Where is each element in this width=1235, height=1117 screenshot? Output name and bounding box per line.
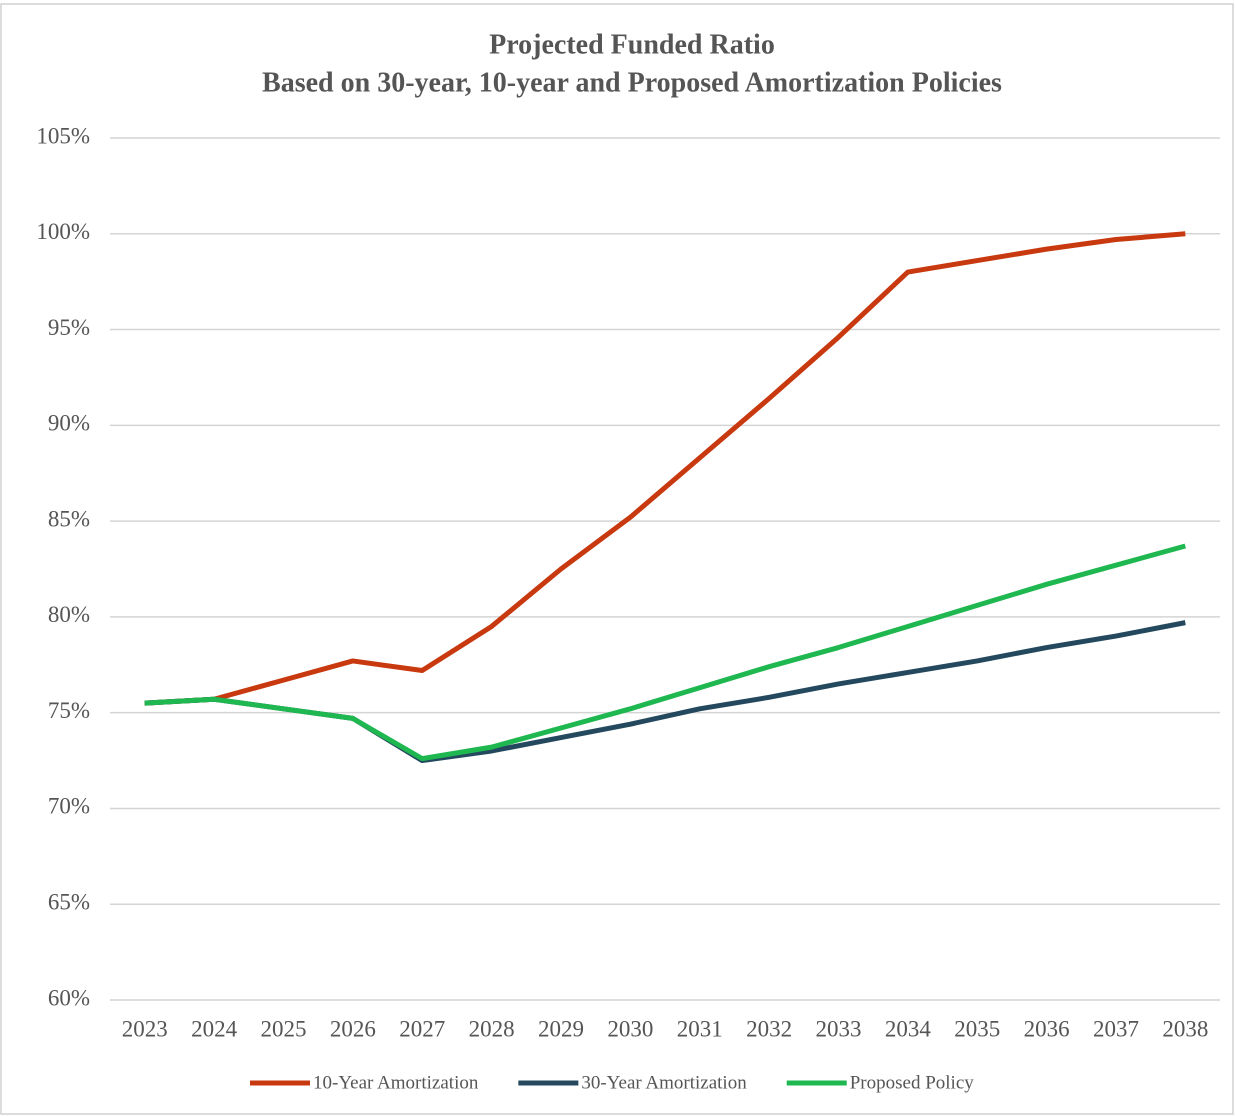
- x-tick-label: 2034: [885, 1016, 932, 1041]
- y-tick-label: 100%: [36, 219, 90, 244]
- x-tick-label: 2025: [260, 1016, 306, 1041]
- x-tick-label: 2026: [330, 1016, 376, 1041]
- x-tick-label: 2035: [954, 1016, 1000, 1041]
- x-tick-label: 2024: [191, 1016, 238, 1041]
- chart-frame: [0, 3, 1234, 1115]
- x-tick-label: 2030: [607, 1016, 653, 1041]
- y-tick-label: 95%: [48, 315, 90, 340]
- x-tick-label: 2028: [469, 1016, 515, 1041]
- y-tick-label: 65%: [48, 890, 90, 915]
- x-tick-label: 2038: [1162, 1016, 1208, 1041]
- chart-subtitle: Based on 30-year, 10-year and Proposed A…: [262, 67, 1002, 98]
- x-tick-label: 2033: [815, 1016, 861, 1041]
- x-tick-label: 2027: [399, 1016, 445, 1041]
- legend-label: 10-Year Amortization: [313, 1072, 479, 1093]
- y-tick-label: 85%: [48, 506, 90, 531]
- y-tick-label: 75%: [48, 698, 90, 723]
- x-tick-label: 2031: [677, 1016, 723, 1041]
- series-line: [144, 543, 1186, 762]
- y-tick-label: 90%: [48, 411, 90, 436]
- x-tick-label: 2029: [538, 1016, 584, 1041]
- x-tick-label: 2037: [1093, 1016, 1139, 1041]
- series-line: [144, 231, 1186, 706]
- chart-title: Projected Funded Ratio: [489, 29, 775, 60]
- y-tick-label: 80%: [48, 602, 90, 627]
- x-tick-label: 2023: [122, 1016, 168, 1041]
- x-tick-label: 2036: [1024, 1016, 1070, 1041]
- legend-label: Proposed Policy: [850, 1072, 975, 1093]
- y-tick-label: 70%: [48, 794, 90, 819]
- y-tick-label: 105%: [36, 123, 90, 148]
- y-tick-label: 60%: [48, 985, 90, 1010]
- x-tick-label: 2032: [746, 1016, 792, 1041]
- legend-label: 30-Year Amortization: [581, 1072, 747, 1093]
